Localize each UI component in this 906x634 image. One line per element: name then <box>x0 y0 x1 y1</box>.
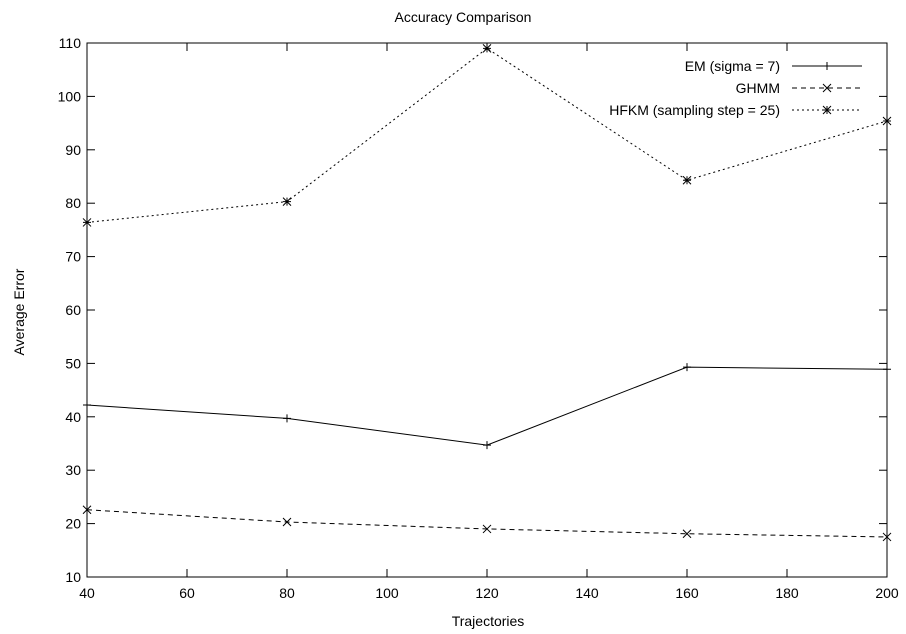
y-tick-label: 70 <box>65 249 81 265</box>
y-tick-label: 30 <box>65 462 81 478</box>
legend-marker-2 <box>822 83 832 93</box>
legend-label-2: GHMM <box>736 80 780 96</box>
data-point-series-3 <box>882 116 892 126</box>
data-point-series-2 <box>882 532 892 542</box>
legend-label-3: HFKM (sampling step = 25) <box>609 102 780 118</box>
x-tick-label: 200 <box>875 585 899 601</box>
data-point-series-1 <box>283 414 291 423</box>
y-tick-label: 60 <box>65 302 81 318</box>
x-tick-label: 120 <box>475 585 499 601</box>
y-tick-label: 110 <box>59 35 82 51</box>
data-point-series-3 <box>282 197 292 206</box>
plot-area: 10 20 30 40 50 60 70 80 90 100 110 40 60 80 100 120 140 1… <box>58 35 899 601</box>
x-tick-label: 180 <box>775 585 799 601</box>
y-tick-label: 20 <box>65 516 81 532</box>
data-point-series-3 <box>682 175 692 185</box>
series-line-1 <box>86 366 888 446</box>
legend-marker-1 <box>823 62 831 70</box>
data-point-series-2 <box>82 505 92 515</box>
data-point-series-2 <box>682 529 692 539</box>
y-tick-label: 90 <box>65 142 81 158</box>
y-tick-label: 50 <box>65 355 81 371</box>
x-axis-title: Trajectories <box>452 613 525 629</box>
data-point-series-1 <box>83 401 91 410</box>
data-point-series-1 <box>483 441 491 450</box>
data-point-series-1 <box>883 365 891 374</box>
data-point-series-3 <box>82 218 92 227</box>
x-tick-label: 140 <box>575 585 599 601</box>
y-tick-label: 10 <box>65 569 81 585</box>
x-tick-label: 60 <box>179 585 195 601</box>
chart-title: Accuracy Comparison <box>395 9 532 25</box>
data-point-series-3 <box>482 43 492 53</box>
legend-label-1: EM (sigma = 7) <box>685 58 780 74</box>
plot-frame <box>86 42 888 578</box>
series-line-3 <box>86 47 888 223</box>
data-point-series-2 <box>482 524 492 534</box>
y-tick-label: 100 <box>58 88 82 104</box>
data-point-series-2 <box>282 517 292 527</box>
x-tick-label: 100 <box>375 585 399 601</box>
series-line-2 <box>86 509 888 538</box>
x-tick-label: 160 <box>675 585 699 601</box>
x-tick-label: 80 <box>279 585 295 601</box>
y-tick-label: 40 <box>65 409 81 425</box>
x-tick-label: 40 <box>79 585 95 601</box>
y-tick-label: 80 <box>65 195 81 211</box>
data-point-series-1 <box>683 363 691 372</box>
legend-marker-3 <box>822 105 832 115</box>
y-axis-title: Average Error <box>11 268 27 355</box>
